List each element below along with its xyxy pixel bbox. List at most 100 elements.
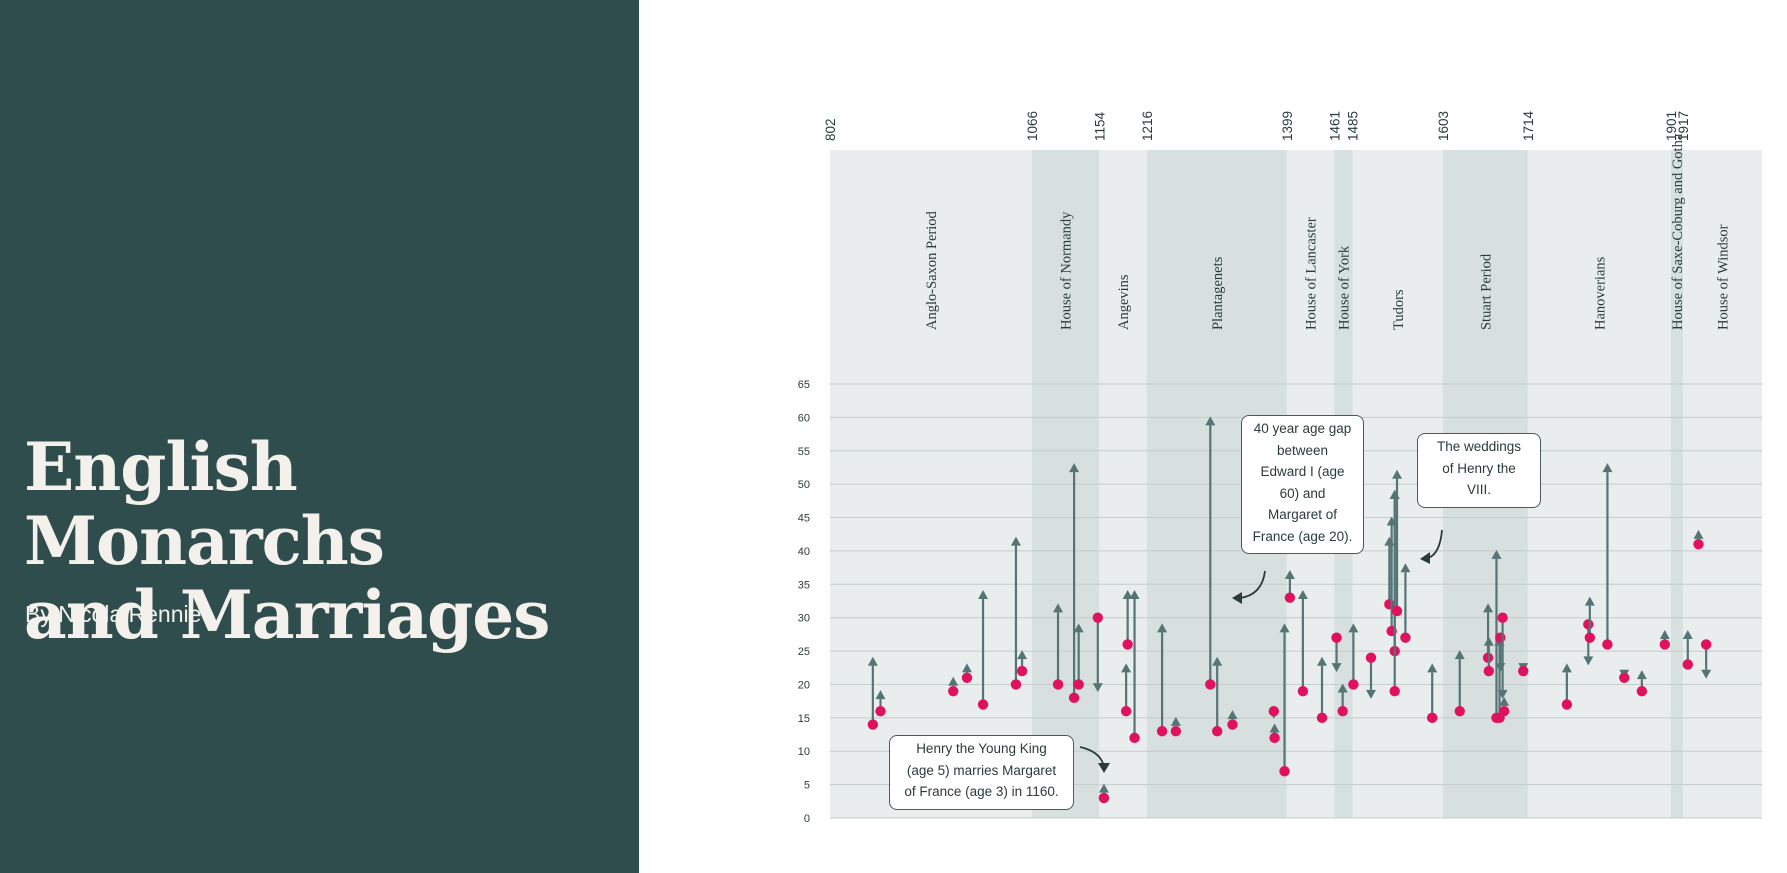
consort-age-point [1170,726,1182,737]
king-age-marker [1701,669,1712,679]
period-label: Angevins [1116,274,1132,330]
consort-age-point [1454,705,1465,717]
consort-age-point [1297,685,1309,697]
consort-age-point [1337,705,1348,717]
period-year-label: 1603 [1436,111,1451,141]
consort-age-point [1284,592,1296,603]
period-year-label: 1714 [1521,110,1536,141]
annotation-line: between [1276,442,1329,458]
period-label: Stuart Period [1478,253,1494,330]
period-year-label: 1066 [1025,111,1040,141]
consort-age-point [1498,705,1510,717]
y-tick-label: 0 [804,813,810,825]
period-label: House of York [1336,245,1352,330]
king-age-marker [1129,589,1140,599]
consort-age-point [1659,639,1671,650]
y-axis-ticks: 0 5 10 15 20 25 30 35 40 45 50 55 60 65 [798,379,810,825]
king-age-marker [1010,536,1021,546]
period-year-label: 1917 [1676,111,1691,141]
annotation-line: of France (age 3) in 1160. [904,784,1059,799]
y-tick-label: 20 [798,679,810,691]
title-line-2: and Marriages [24,576,550,654]
period-label: House of Saxe-Coburg and Gotha [1670,133,1686,330]
consort-age-point [1497,612,1508,623]
y-tick-label: 35 [798,579,810,591]
consort-age-point [1068,692,1080,704]
consort-age-point [1584,632,1596,643]
annotation-line: 60) and [1279,485,1326,501]
king-age-marker [1400,563,1411,573]
consort-age-point [1211,726,1223,737]
annotation-line: (age 5) marries Margaret [906,762,1057,778]
king-age-marker [1317,656,1328,666]
consort-age-point [1400,632,1411,643]
king-age-marker [875,690,886,700]
king-age-marker [1121,663,1132,673]
consort-age-point [1583,619,1594,630]
y-tick-label: 60 [798,412,810,424]
y-tick-label: 55 [798,446,810,458]
byline: By Nicola Rennie [25,601,202,627]
period-year-label: 1216 [1140,111,1155,141]
king-age-marker [978,589,989,599]
king-age-marker [1491,549,1502,559]
consort-age-point [1269,732,1280,744]
king-age-marker [1279,623,1290,633]
king-age-marker [1682,630,1693,640]
king-age-marker [1392,469,1403,479]
king-age-marker [1602,463,1613,473]
king-age-marker [1092,683,1103,693]
consort-age-point [1483,665,1495,677]
king-age-marker [1483,636,1494,646]
period-year-label: 1485 [1346,111,1361,141]
king-age-marker [1284,569,1295,579]
y-tick-label: 45 [798,513,810,525]
king-age-marker [1053,603,1064,613]
king-age-marker [1348,623,1359,633]
y-tick-label: 5 [804,780,810,792]
y-tick-label: 65 [798,379,810,391]
annotation-line: The weddings [1436,439,1522,454]
consort-age-point [947,685,959,697]
consort-age-point [1092,612,1104,623]
consort-age-point [1391,605,1403,617]
king-age-marker [1636,670,1647,680]
y-tick-label: 30 [798,613,810,625]
consort-age-point [1279,766,1290,777]
period-year-label: 1461 [1327,111,1342,141]
king-age-marker [948,676,959,686]
king-age-marker [1297,589,1308,599]
annotation-line: France (age 20). [1252,528,1353,544]
consort-age-point [1122,639,1133,650]
consort-age-point [1016,665,1028,677]
consort-age-point [1700,639,1712,650]
period-label: House of Windsor [1716,224,1732,330]
king-age-marker [1561,663,1572,673]
henry-young-king-annotation: Henry the Young King (age 5) marries Mar… [889,735,1074,810]
consort-age-point [1052,679,1064,690]
y-tick-label: 25 [798,646,810,658]
title-line-1: English Monarchs [24,428,385,580]
consort-age-point [1636,685,1648,697]
consort-age-point [1561,699,1573,710]
consort-age-point [1693,539,1704,550]
y-tick-label: 40 [798,546,810,558]
consort-age-point [1602,639,1613,650]
king-age-marker [1205,416,1216,426]
king-age-marker [1269,723,1280,733]
consort-age-point [1682,659,1693,670]
page-title: English Monarchs and Marriages [24,430,624,652]
king-age-marker [1122,589,1133,599]
consort-age-point [1316,712,1328,724]
annotation-line: Margaret of [1267,507,1338,522]
henry-viii-arrowhead [1420,552,1430,564]
period-name-labels: Anglo-Saxon Period House of Normandy Angev… [924,133,1732,330]
period-label: Tudors [1391,289,1407,330]
edward-arrowhead [1232,592,1242,604]
consort-age-point [875,705,886,717]
consort-age-point [1073,679,1084,690]
annotation-line: 40 year age gap [1253,421,1352,436]
consort-age-point [1205,679,1216,690]
marriage-marks [867,416,1712,804]
